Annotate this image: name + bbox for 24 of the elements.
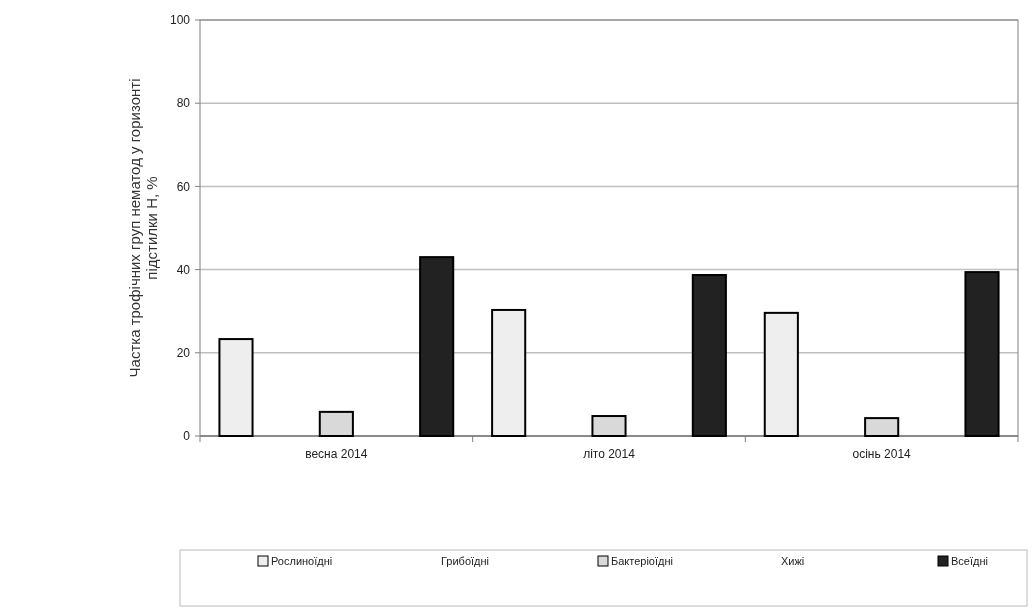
legend-label: Бактеріоїдні <box>611 555 673 567</box>
bar <box>691 274 727 437</box>
text: Грибоїдні <box>441 555 490 567</box>
x-tick-label: літо 2014 <box>583 447 636 461</box>
bar <box>763 311 799 437</box>
bar <box>419 256 455 437</box>
x-tick-label: осінь 2014 <box>852 447 912 461</box>
x-tick-label: весна 2014 <box>305 447 368 461</box>
y-tick-label: 100 <box>169 13 191 28</box>
legend-label: Рослиноїдні <box>271 555 333 567</box>
y-tick-label: 60 <box>176 179 191 194</box>
text: Хижі <box>781 555 805 567</box>
y-tick-label: 0 <box>183 429 191 444</box>
y-axis-title: Частка трофічних груп нематод у горизонті підстилки Н, % <box>126 78 160 378</box>
bar <box>864 417 900 437</box>
bar <box>318 410 354 437</box>
legend-label: Всеїдні <box>951 555 988 567</box>
bar <box>591 415 627 437</box>
bar <box>964 271 1000 437</box>
y-tick-label: 80 <box>176 96 191 111</box>
y-tick-label: 20 <box>176 346 191 360</box>
y-tick-label: 40 <box>176 262 191 277</box>
bar <box>218 338 254 437</box>
bar <box>491 308 527 437</box>
